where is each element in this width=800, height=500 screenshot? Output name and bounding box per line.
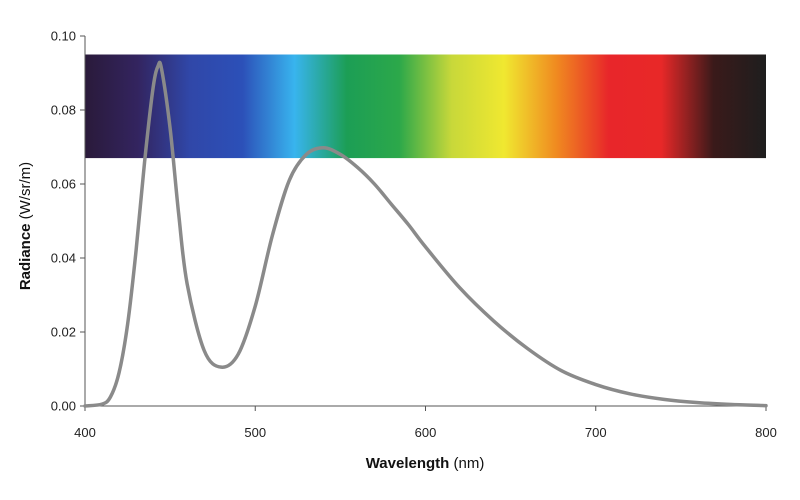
- x-tick-label: 800: [755, 425, 777, 440]
- x-tick-label: 400: [74, 425, 96, 440]
- y-tick-label: 0.04: [51, 251, 76, 266]
- y-tick-label: 0.10: [51, 29, 76, 44]
- y-tick-label: 0.08: [51, 103, 76, 118]
- x-tick-label: 600: [415, 425, 437, 440]
- spectrum-band-layer: [85, 54, 766, 159]
- visible-spectrum-band: [85, 54, 766, 159]
- x-axis-label-unit: (nm): [453, 455, 484, 472]
- tick-labels: 0.00 0.02 0.04 0.06 0.08 0.10 400 500 600 700 800: [51, 29, 777, 441]
- x-tick-label: 700: [585, 425, 607, 440]
- series-layer: [83, 60, 768, 408]
- radiance-series-line: [83, 60, 768, 408]
- y-axis-label: Radiance (W/sr/m): [17, 162, 34, 290]
- x-axis-label-main: Wavelength: [366, 455, 450, 472]
- y-axis-label-main: Radiance: [17, 223, 34, 290]
- y-tick-label: 0.06: [51, 177, 76, 192]
- y-axis-label-unit: (W/sr/m): [17, 162, 34, 219]
- y-tick-label: 0.02: [51, 325, 76, 340]
- x-axis-label: Wavelength (nm): [366, 455, 485, 472]
- x-tick-label: 500: [244, 425, 266, 440]
- axes: [80, 35, 767, 411]
- y-tick-label: 0.00: [51, 399, 76, 414]
